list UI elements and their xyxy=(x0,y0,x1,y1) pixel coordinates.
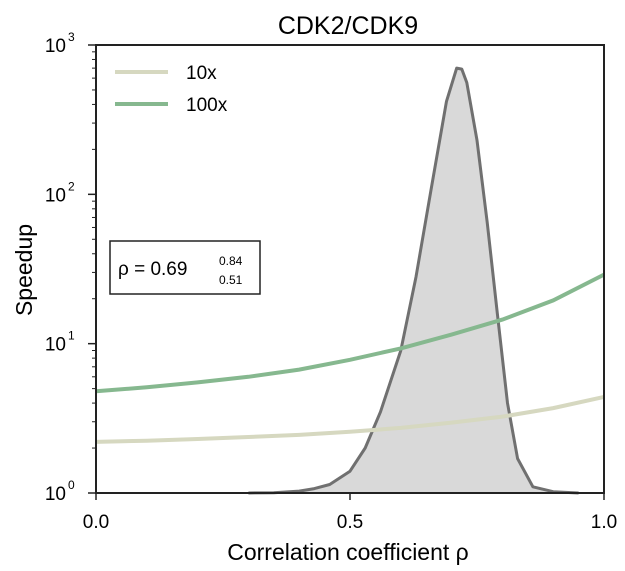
y-tick-label: 10 xyxy=(45,484,66,505)
x-tick-label: 0.5 xyxy=(337,512,363,533)
legend: 10x 100x xyxy=(115,63,228,116)
annotation-main: ρ = 0.69 xyxy=(118,259,187,280)
correlation-annotation-box: ρ = 0.69 0.84 0.51 xyxy=(109,240,261,295)
y-axis-label: Speedup xyxy=(11,224,37,316)
distribution-fill xyxy=(248,68,579,493)
y-tick-label: 10 xyxy=(45,185,66,206)
y-tick-exponent: 0 xyxy=(68,478,75,492)
x-tick-label: 0.0 xyxy=(83,512,109,533)
legend-label-10x: 10x xyxy=(186,63,217,84)
series-line-10x xyxy=(95,394,605,444)
annotation-sup: 0.84 xyxy=(219,254,243,268)
legend-label-100x: 100x xyxy=(186,95,228,116)
y-tick-label: 10 xyxy=(45,36,66,57)
series-line-100x xyxy=(95,272,605,394)
chart-title: CDK2/CDK9 xyxy=(278,12,418,40)
annotation-sub: 0.51 xyxy=(219,273,243,287)
y-tick-exponent: 1 xyxy=(68,329,75,343)
x-axis-label: Correlation coefficient ρ xyxy=(227,539,469,565)
y-tick-exponent: 3 xyxy=(68,30,75,44)
x-tick-label: 1.0 xyxy=(591,512,617,533)
y-tick-label: 10 xyxy=(45,335,66,356)
distribution-outline xyxy=(248,66,579,495)
y-tick-exponent: 2 xyxy=(68,179,75,193)
